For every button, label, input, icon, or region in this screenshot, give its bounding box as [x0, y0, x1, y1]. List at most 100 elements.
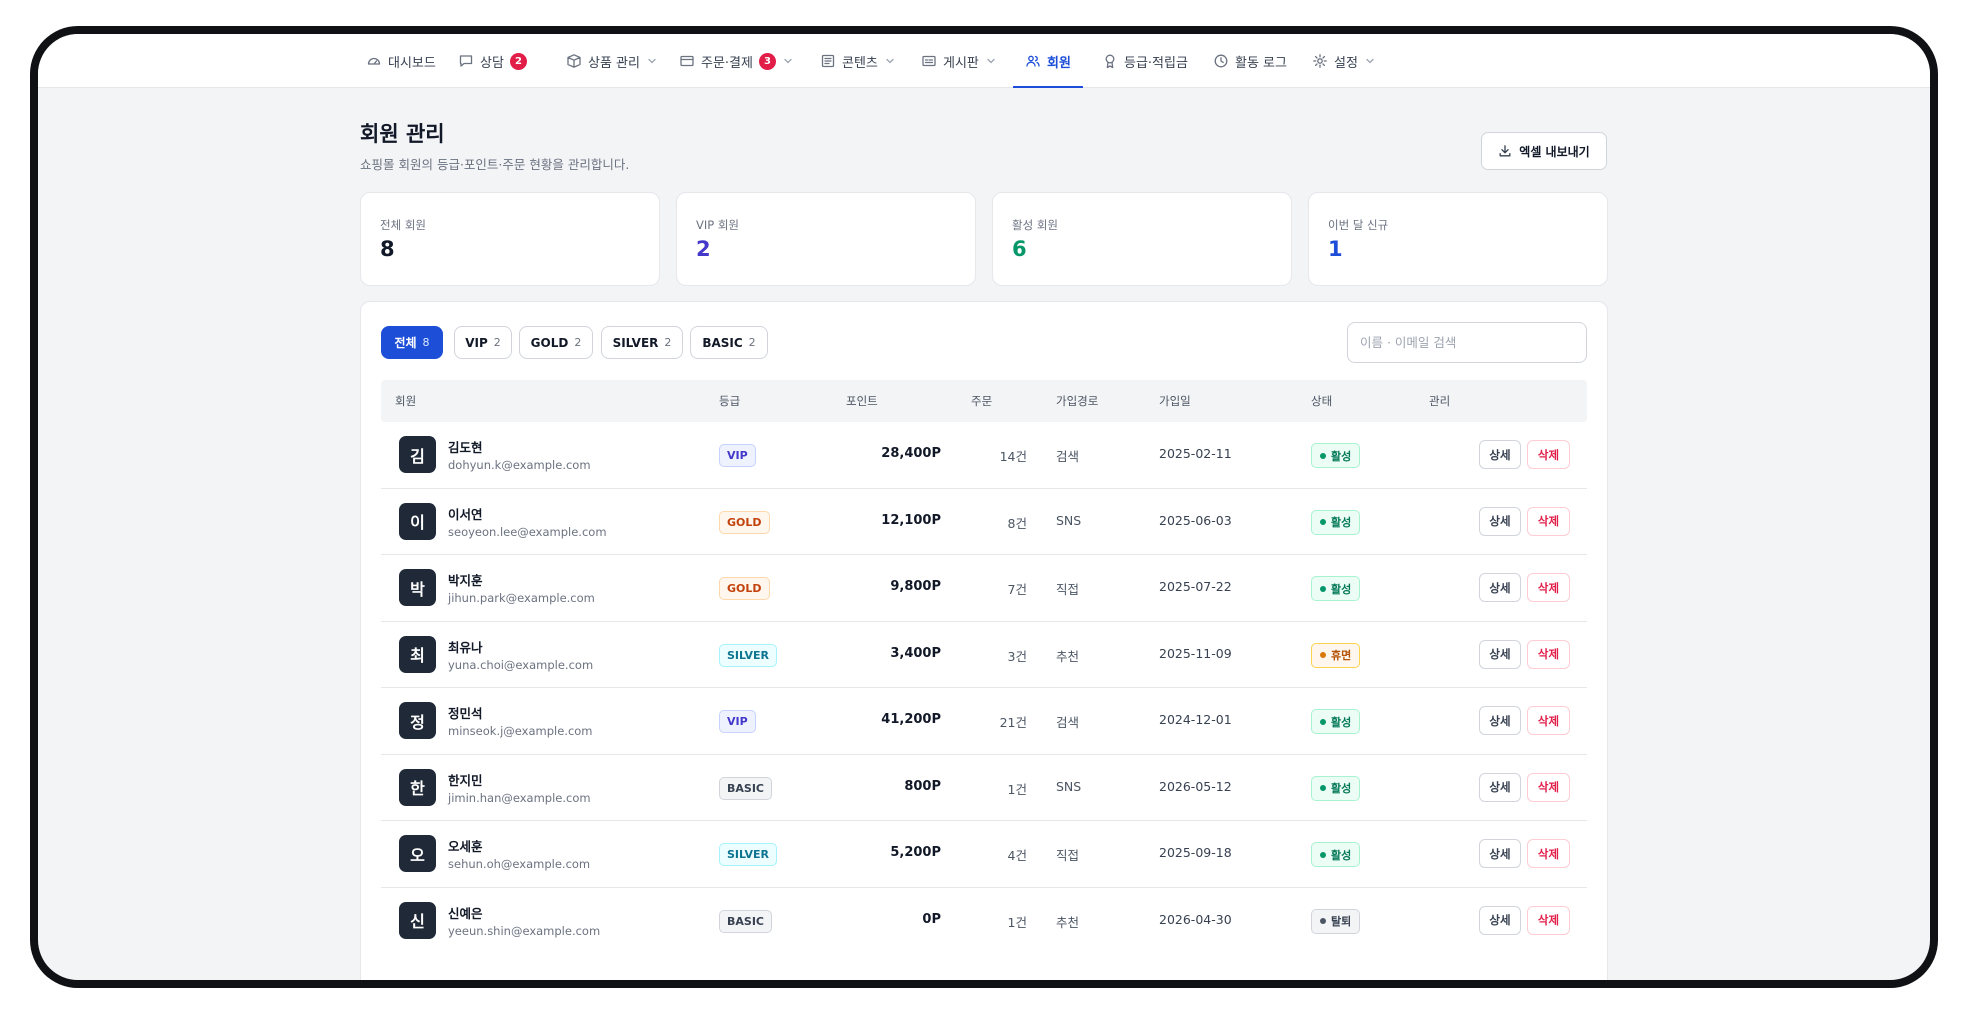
avatar: 오	[399, 835, 436, 872]
detail-button[interactable]: 상세	[1479, 440, 1521, 469]
grade-badge: BASIC	[719, 909, 772, 933]
status-label: 휴면	[1331, 649, 1352, 662]
filter-chip-label: GOLD	[530, 335, 569, 350]
award-icon	[1102, 53, 1118, 69]
member-orders: 8건	[1007, 515, 1027, 531]
delete-button[interactable]: 삭제	[1527, 839, 1570, 868]
signup-route: SNS	[1056, 778, 1082, 794]
filter-chip-전체[interactable]: 전체 8	[381, 326, 443, 359]
header-status: 상태	[1311, 394, 1333, 408]
members-panel: 전체 8 VIP 2 GOLD 2 SILVER 2 BASIC 2 회원 등급 포인트 주문 가…	[360, 301, 1608, 980]
nav-item-award[interactable]: 등급·적립금	[1102, 34, 1188, 88]
member-name: 이서연	[448, 506, 483, 522]
member-points: 41,200P	[881, 712, 941, 727]
chevron-down-icon	[782, 55, 794, 67]
nav-item-card[interactable]: 주문·결제 3	[679, 34, 794, 88]
signup-route: 추천	[1056, 914, 1080, 930]
grade-badge: BASIC	[719, 776, 772, 800]
filter-chip-count: 2	[664, 336, 672, 349]
grade-badge: VIP	[719, 444, 756, 467]
filter-chip-label: VIP	[465, 335, 488, 350]
delete-button[interactable]: 삭제	[1527, 706, 1570, 735]
join-date: 2026-05-12	[1159, 778, 1232, 794]
detail-button[interactable]: 상세	[1479, 706, 1521, 735]
chevron-down-icon	[884, 55, 896, 67]
filter-chip-count: 2	[574, 336, 582, 349]
delete-button[interactable]: 삭제	[1527, 639, 1570, 669]
stat-value: 2	[696, 237, 711, 261]
nav-item-board[interactable]: 게시판	[921, 34, 997, 88]
member-email: seoyeon.lee@example.com	[448, 524, 607, 539]
member-email: dohyun.k@example.com	[448, 458, 591, 472]
export-excel-label: 엑셀 내보내기	[1519, 144, 1590, 159]
join-date: 2024-12-01	[1159, 712, 1232, 727]
stat-card: 전체 회원 8	[360, 192, 660, 286]
nav-item-label: 활동 로그	[1235, 55, 1287, 71]
header-orders: 주문	[971, 394, 993, 408]
board-icon	[921, 53, 937, 69]
delete-button[interactable]: 삭제	[1527, 573, 1570, 602]
status-badge: 탈퇴	[1311, 908, 1361, 934]
detail-button[interactable]: 상세	[1479, 573, 1521, 602]
delete-button[interactable]: 삭제	[1527, 440, 1570, 469]
delete-button[interactable]: 삭제	[1527, 772, 1570, 802]
join-date: 2025-11-09	[1159, 645, 1232, 661]
nav-item-clock[interactable]: 활동 로그	[1213, 34, 1287, 88]
filter-chip-count: 2	[493, 336, 501, 349]
nav-item-label: 상담	[480, 55, 504, 71]
header-points: 포인트	[846, 394, 878, 408]
signup-route: 검색	[1056, 449, 1080, 464]
status-badge: 휴면	[1311, 642, 1361, 668]
member-points: 28,400P	[881, 446, 941, 461]
detail-button[interactable]: 상세	[1479, 639, 1521, 669]
filter-chip-silver[interactable]: SILVER 2	[601, 326, 683, 359]
status-dot	[1320, 652, 1326, 658]
detail-button[interactable]: 상세	[1479, 772, 1521, 802]
signup-route: 직접	[1056, 582, 1080, 597]
delete-button[interactable]: 삭제	[1527, 905, 1570, 935]
table-row: 최 최유나 yuna.choi@example.com SILVER 3,400P 3건 추…	[381, 622, 1587, 688]
nav-item-dashboard[interactable]: 대시보드	[366, 34, 436, 88]
join-date: 2025-02-11	[1159, 446, 1232, 461]
table-row: 정 정민석 minseok.j@example.com VIP 41,200P 21건 검색…	[381, 688, 1587, 755]
filter-chip-label: BASIC	[702, 335, 743, 350]
download-icon	[1498, 144, 1512, 158]
status-dot	[1320, 452, 1326, 459]
status-dot	[1320, 585, 1326, 592]
detail-button[interactable]: 상세	[1479, 839, 1521, 868]
filter-chip-vip[interactable]: VIP 2	[454, 326, 512, 359]
status-dot	[1320, 519, 1326, 525]
chevron-down-icon	[985, 55, 997, 67]
nav-item-label: 게시판	[943, 55, 979, 71]
search-input[interactable]	[1347, 322, 1587, 363]
notification-badge: 3	[758, 52, 776, 70]
member-email: yuna.choi@example.com	[448, 657, 594, 672]
filter-chip-basic[interactable]: BASIC 2	[690, 326, 768, 359]
table-row: 박 박지훈 jihun.park@example.com GOLD 9,800P 7건 직접…	[381, 555, 1587, 622]
filter-chip-gold[interactable]: GOLD 2	[519, 326, 593, 359]
nav-item-chat[interactable]: 상담 2	[458, 34, 527, 88]
export-excel-button[interactable]: 엑셀 내보내기	[1481, 132, 1607, 170]
member-name: 최유나	[448, 639, 483, 655]
box-icon	[566, 53, 582, 69]
notification-badge: 2	[509, 52, 527, 70]
stat-label: 이번 달 신규	[1328, 218, 1389, 232]
app-screen: 대시보드 상담 2 상품 관리 주문·결제 3 콘텐츠 게시판 회원 등급·적립금 활동 로그 설정 …	[38, 34, 1930, 980]
stat-value: 8	[380, 237, 395, 261]
nav-item-users[interactable]: 회원	[1013, 34, 1083, 88]
stat-value: 1	[1328, 237, 1343, 261]
avatar: 최	[399, 635, 436, 673]
status-dot	[1320, 851, 1326, 858]
nav-item-box[interactable]: 상품 관리	[566, 34, 658, 88]
member-name: 오세훈	[448, 839, 483, 854]
member-email: sehun.oh@example.com	[448, 857, 591, 871]
member-points: 3,400P	[890, 645, 941, 661]
status-label: 활성	[1331, 782, 1352, 795]
detail-button[interactable]: 상세	[1479, 506, 1521, 536]
delete-button[interactable]: 삭제	[1527, 506, 1570, 536]
nav-item-gear[interactable]: 설정	[1312, 34, 1376, 88]
detail-button[interactable]: 상세	[1479, 905, 1521, 935]
status-label: 활성	[1331, 715, 1352, 729]
nav-item-content[interactable]: 콘텐츠	[820, 34, 896, 88]
avatar: 한	[399, 768, 436, 806]
